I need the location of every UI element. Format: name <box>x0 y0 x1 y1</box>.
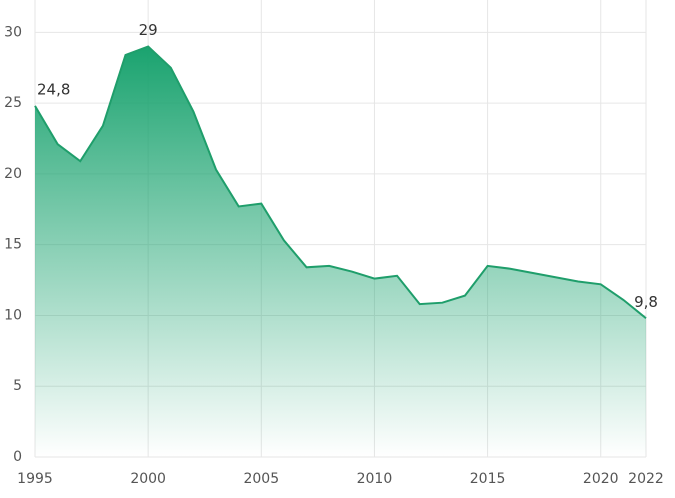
y-tick-label: 5 <box>13 378 22 394</box>
y-tick-label: 30 <box>4 24 22 40</box>
data-label: 9,8 <box>634 293 658 311</box>
y-tick-label: 0 <box>13 449 22 465</box>
y-tick-label: 25 <box>4 95 22 111</box>
data-label: 29 <box>139 21 158 39</box>
y-tick-label: 10 <box>4 307 22 323</box>
x-tick-label: 2022 <box>628 471 664 487</box>
y-tick-label: 15 <box>4 237 22 253</box>
x-tick-label: 2015 <box>470 471 506 487</box>
area <box>35 46 646 457</box>
x-tick-label: 2020 <box>583 471 619 487</box>
x-tick-label: 2000 <box>130 471 166 487</box>
data-label: 24,8 <box>37 80 70 98</box>
y-tick-label: 20 <box>4 166 22 182</box>
x-tick-label: 1995 <box>17 471 53 487</box>
line <box>34 45 647 320</box>
x-tick-label: 2010 <box>357 471 393 487</box>
x-tick-label: 2005 <box>243 471 279 487</box>
